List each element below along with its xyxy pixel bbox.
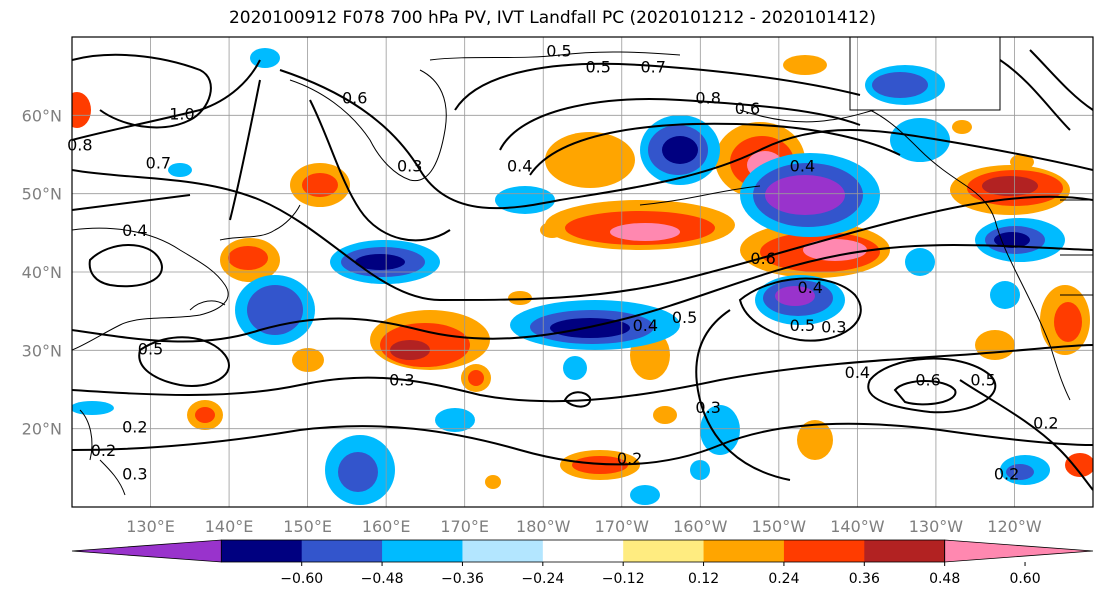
colorbar-label: −0.60 xyxy=(280,571,323,587)
longitude-tick-label: 150°E xyxy=(283,517,332,536)
colorbar-segment xyxy=(382,540,463,562)
colorbar-label: −0.36 xyxy=(441,571,484,587)
longitude-tick-label: 170°E xyxy=(440,517,489,536)
colorbar-label: 0.24 xyxy=(768,571,799,587)
contour-label: 0.2 xyxy=(994,465,1019,484)
graticule xyxy=(72,37,1093,507)
latitude-tick-labels: 60°N 50°N 40°N 30°N 20°N xyxy=(22,106,62,438)
colorbar-frame xyxy=(220,539,946,563)
contour-label: 0.4 xyxy=(122,221,147,240)
contour-label: 0.4 xyxy=(798,278,823,297)
longitude-tick-label: 180°W xyxy=(516,517,571,536)
map-title: 2020100912 F078 700 hPa PV, IVT Landfall… xyxy=(228,8,876,28)
colorbar-label: 0.60 xyxy=(1009,571,1040,587)
colorbar-label: −0.24 xyxy=(521,571,564,587)
colorbar-segment xyxy=(783,540,865,562)
contour-label: 0.3 xyxy=(397,157,422,176)
longitude-tick-label: 140°W xyxy=(830,517,885,536)
pv-contours xyxy=(72,49,1093,491)
contour-label: 0.4 xyxy=(633,316,658,335)
colorbar-segment xyxy=(221,540,303,562)
longitude-tick-label: 140°E xyxy=(205,517,254,536)
contour-label: 0.6 xyxy=(750,249,775,268)
contour-label: 0.5 xyxy=(585,57,610,76)
map-frame xyxy=(71,36,1094,508)
coastlines xyxy=(72,37,1093,496)
colorbar-label: −0.12 xyxy=(602,571,645,587)
longitude-tick-label: 150°W xyxy=(752,517,807,536)
colorbar-segment xyxy=(462,540,544,562)
longitude-tick-label: 170°W xyxy=(595,517,650,536)
colorbar-segment xyxy=(864,540,946,562)
latitude-tick-label: 60°N xyxy=(22,106,62,125)
contour-label: 0.8 xyxy=(67,136,92,155)
contour-label: 0.5 xyxy=(970,371,995,390)
contour-label: 0.7 xyxy=(640,57,665,76)
contour-label: 0.2 xyxy=(91,441,116,460)
contour-label: 0.7 xyxy=(146,154,171,173)
longitude-tick-label: 120°W xyxy=(987,517,1042,536)
colorbar: −0.60 −0.48 −0.36 −0.24 −0.12 0.12 0.24 0.36 0.4… xyxy=(71,539,1094,587)
colorbar-segment xyxy=(542,540,624,562)
longitude-tick-label: 130°E xyxy=(126,517,175,536)
contour-label: 0.4 xyxy=(845,363,870,382)
colorbar-label: 0.12 xyxy=(688,571,719,587)
contour-label: 0.3 xyxy=(821,317,846,336)
colorbar-segment xyxy=(623,540,705,562)
contour-label: 0.6 xyxy=(915,371,940,390)
colorbar-label: 0.48 xyxy=(929,571,960,587)
latitude-tick-label: 20°N xyxy=(22,420,62,439)
contour-label: 0.3 xyxy=(122,465,147,484)
latitude-tick-label: 30°N xyxy=(22,341,62,360)
contour-label: 0.5 xyxy=(790,316,815,335)
contour-label: 0.3 xyxy=(695,398,720,417)
longitude-tick-label: 160°E xyxy=(362,517,411,536)
colorbar-segment xyxy=(703,540,785,562)
contour-label: 0.4 xyxy=(790,157,815,176)
colorbar-extend-right xyxy=(944,539,1094,563)
contour-label: 1.0 xyxy=(169,104,194,123)
longitude-tick-label: 160°W xyxy=(673,517,728,536)
contour-label: 0.5 xyxy=(138,339,163,358)
contour-label: 0.6 xyxy=(342,89,367,108)
contour-label: 0.2 xyxy=(122,418,147,437)
longitude-tick-label: 130°W xyxy=(909,517,964,536)
contour-label: 0.2 xyxy=(617,449,642,468)
latitude-tick-label: 50°N xyxy=(22,185,62,204)
colorbar-extend-left xyxy=(71,539,222,563)
contour-label: 0.5 xyxy=(546,42,571,61)
colorbar-label: −0.48 xyxy=(361,571,404,587)
longitude-tick-labels: 130°E 140°E 150°E 160°E 170°E 180°W 170°W 160°W… xyxy=(126,517,1042,536)
latitude-tick-label: 40°N xyxy=(22,263,62,282)
contour-label: 0.2 xyxy=(1033,414,1058,433)
contour-label: 0.4 xyxy=(507,157,532,176)
contour-labels: 0.5 0.5 0.7 0.8 0.6 0.6 1.0 0.8 0.7 0.3 0.4 0.4 0.4 0… xyxy=(67,42,1058,484)
colorbar-label: 0.36 xyxy=(849,571,880,587)
contour-label: 0.6 xyxy=(735,99,760,118)
contour-label: 0.8 xyxy=(695,89,720,108)
contour-label: 0.3 xyxy=(389,371,414,390)
colorbar-segment xyxy=(301,540,383,562)
contour-label: 0.5 xyxy=(672,308,697,327)
